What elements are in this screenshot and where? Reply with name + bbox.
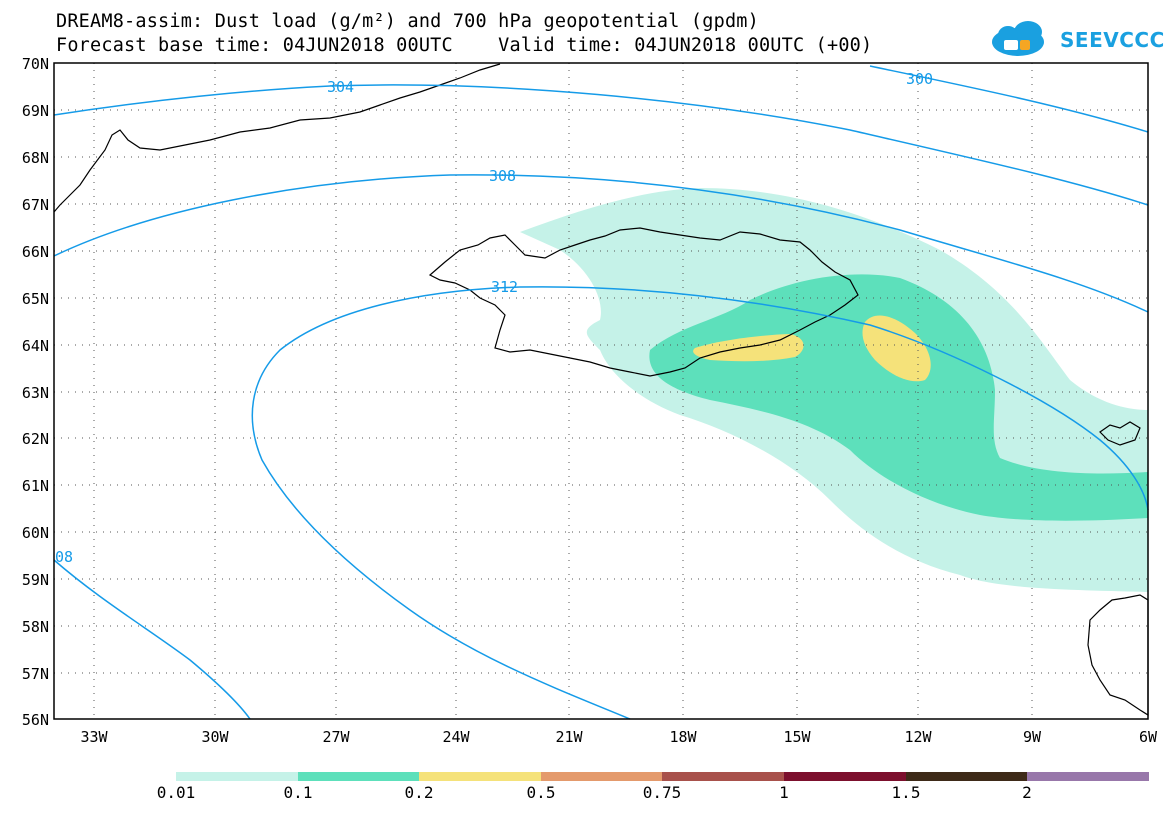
contour-label-304: 304 — [327, 78, 354, 96]
colorbar-label: 1.5 — [891, 783, 921, 802]
lon-label: 18W — [669, 728, 697, 746]
colorbar-label: 0.5 — [526, 783, 556, 802]
faroe-coast — [1099, 421, 1141, 446]
lat-label: 69N — [22, 102, 49, 120]
lat-label: 68N — [22, 149, 49, 167]
lat-label: 63N — [22, 384, 49, 402]
lat-label: 60N — [22, 524, 49, 542]
lon-label: 21W — [555, 728, 583, 746]
colorbar-label: 2 — [1022, 783, 1032, 802]
contour-label-308: 308 — [489, 167, 516, 185]
dust-load-shading — [520, 188, 1148, 592]
colorbar — [176, 772, 1149, 781]
colorbar-segment — [1027, 772, 1149, 781]
iceland-coast — [428, 227, 859, 377]
map-frame — [53, 62, 1149, 720]
lon-label: 9W — [1023, 728, 1042, 746]
lat-label: 59N — [22, 571, 49, 589]
colorbar-segment — [176, 772, 298, 781]
lat-label: 66N — [22, 243, 49, 261]
colorbar-segment — [662, 772, 784, 781]
colorbar-label: 0.2 — [404, 783, 434, 802]
colorbar-segment — [784, 772, 906, 781]
colorbar-label: 0.75 — [642, 783, 682, 802]
contour-308-lower — [53, 559, 251, 720]
lat-label: 67N — [22, 196, 49, 214]
contour-300 — [869, 65, 1149, 133]
colorbar-segment — [906, 772, 1027, 781]
contour-label-312: 312 — [491, 278, 518, 296]
colorbar-label: 1 — [779, 783, 789, 802]
lat-label: 64N — [22, 337, 49, 355]
contour-labels: 304 300 308 312 08 — [55, 70, 933, 566]
colorbar-segment — [298, 772, 419, 781]
coastlines — [53, 63, 1149, 717]
lat-label: 62N — [22, 430, 49, 448]
lat-label: 65N — [22, 290, 49, 308]
lat-label: 56N — [22, 711, 49, 729]
map-title-line-2: Forecast base time: 04JUN2018 00UTC Vali… — [56, 35, 873, 56]
colorbar-label: 0.1 — [283, 783, 313, 802]
lon-label: 6W — [1139, 728, 1158, 746]
scotland-coast — [1087, 594, 1149, 717]
contour-304 — [53, 84, 1149, 206]
lon-label: 12W — [904, 728, 932, 746]
logo-text: SEEVCCC — [1060, 28, 1165, 52]
contour-312 — [251, 286, 1149, 720]
lat-label: 61N — [22, 477, 49, 495]
lon-label: 24W — [442, 728, 470, 746]
colorbar-segment — [419, 772, 541, 781]
colorbar-segment — [541, 772, 662, 781]
map-title-line-1: DREAM8-assim: Dust load (g/m²) and 700 h… — [56, 11, 759, 32]
contour-label-300: 300 — [906, 70, 933, 88]
cloud-icon — [992, 21, 1044, 56]
contour-308 — [53, 174, 1149, 313]
lat-label: 57N — [22, 665, 49, 683]
dust-contour-02-b — [862, 315, 931, 382]
lon-label: 15W — [783, 728, 811, 746]
latitude-labels: 70N 69N 68N 67N 66N 65N 64N 63N 62N 61N … — [22, 55, 49, 729]
greenland-coast — [53, 63, 501, 213]
lon-label: 30W — [201, 728, 229, 746]
geopotential-contours — [53, 65, 1149, 720]
lat-label: 70N — [22, 55, 49, 73]
longitude-labels: 33W 30W 27W 24W 21W 18W 15W 12W 9W 6W — [80, 728, 1158, 746]
lat-label: 58N — [22, 618, 49, 636]
lon-label: 27W — [322, 728, 350, 746]
colorbar-label: 0.01 — [156, 783, 196, 802]
contour-label-308-lower: 08 — [55, 548, 73, 566]
lon-label: 33W — [80, 728, 108, 746]
grid-lines — [54, 63, 1148, 719]
